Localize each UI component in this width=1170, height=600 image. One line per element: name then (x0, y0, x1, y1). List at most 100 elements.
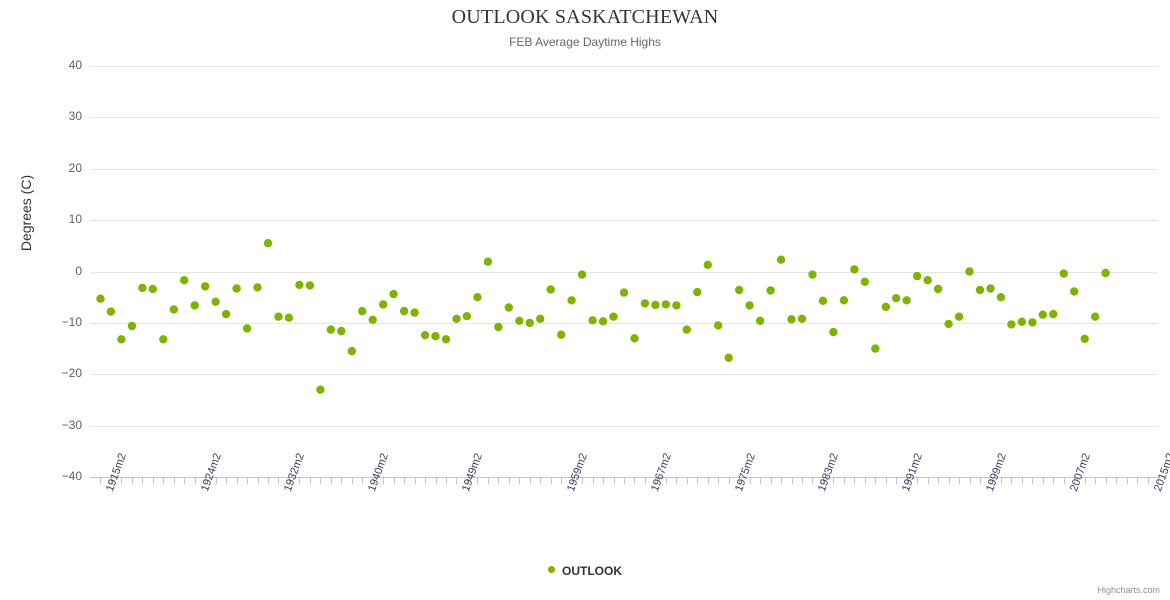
data-point[interactable] (619, 288, 629, 297)
data-point[interactable] (1069, 287, 1079, 296)
data-point[interactable] (494, 322, 503, 332)
data-point[interactable] (546, 285, 555, 294)
data-point[interactable] (829, 327, 838, 337)
data-point[interactable] (892, 294, 901, 303)
data-point[interactable] (808, 270, 817, 279)
data-point[interactable] (431, 332, 440, 341)
data-point[interactable] (1090, 312, 1100, 321)
data-point[interactable] (755, 316, 765, 325)
data-point[interactable] (651, 300, 660, 310)
data-point[interactable] (504, 303, 513, 312)
data-point[interactable] (965, 267, 974, 276)
data-point[interactable] (316, 385, 325, 394)
data-point[interactable] (1101, 268, 1110, 278)
data-point[interactable] (1049, 309, 1058, 319)
data-point[interactable] (525, 318, 535, 328)
data-point[interactable] (1007, 320, 1016, 329)
data-point[interactable] (588, 316, 597, 325)
data-point[interactable] (975, 285, 985, 295)
data-point[interactable] (661, 300, 671, 309)
data-point[interactable] (326, 325, 335, 334)
data-point[interactable] (714, 321, 723, 330)
legend-item-outlook[interactable]: OUTLOOK (548, 563, 622, 578)
data-point[interactable] (996, 293, 1006, 302)
data-point[interactable] (860, 277, 870, 286)
data-point[interactable] (724, 353, 733, 362)
data-point[interactable] (766, 286, 775, 295)
data-point[interactable] (190, 301, 199, 310)
data-point[interactable] (745, 301, 754, 310)
data-point[interactable] (305, 281, 315, 290)
data-point[interactable] (138, 283, 147, 293)
data-point[interactable] (399, 306, 409, 316)
data-point[interactable] (441, 335, 451, 344)
data-point[interactable] (274, 312, 283, 321)
data-point[interactable] (839, 296, 849, 305)
data-point[interactable] (913, 271, 922, 281)
data-point[interactable] (954, 312, 964, 321)
data-point[interactable] (881, 302, 891, 312)
data-point[interactable] (253, 283, 262, 292)
data-point[interactable] (242, 324, 252, 333)
data-point[interactable] (557, 330, 566, 339)
data-point[interactable] (148, 284, 157, 294)
data-point[interactable] (609, 312, 618, 321)
data-point[interactable] (452, 314, 461, 323)
data-point[interactable] (577, 270, 587, 279)
data-point[interactable] (232, 284, 241, 293)
data-point[interactable] (347, 346, 356, 356)
data-point[interactable] (797, 314, 807, 323)
data-point[interactable] (630, 334, 639, 343)
data-point[interactable] (96, 294, 105, 303)
data-point[interactable] (420, 331, 430, 340)
data-point[interactable] (944, 319, 953, 329)
data-point[interactable] (1028, 318, 1037, 327)
data-point[interactable] (200, 282, 210, 291)
data-point[interactable] (379, 300, 388, 309)
data-point[interactable] (515, 316, 524, 325)
data-point[interactable] (536, 314, 545, 323)
data-point[interactable] (483, 257, 493, 266)
data-point[interactable] (473, 293, 482, 302)
data-point[interactable] (462, 312, 472, 321)
data-point[interactable] (986, 284, 995, 293)
data-point[interactable] (410, 308, 419, 317)
data-point[interactable] (117, 335, 126, 344)
data-point[interactable] (221, 309, 231, 319)
data-point[interactable] (1017, 317, 1027, 326)
data-point[interactable] (923, 276, 932, 285)
data-point[interactable] (598, 317, 608, 326)
data-point[interactable] (933, 284, 943, 294)
data-point[interactable] (776, 255, 786, 264)
credits-link[interactable]: Highcharts.com (1097, 585, 1160, 595)
data-point[interactable] (672, 301, 681, 310)
data-point[interactable] (263, 238, 273, 248)
data-point[interactable] (368, 315, 377, 324)
data-point[interactable] (850, 265, 859, 274)
data-point[interactable] (640, 299, 650, 308)
data-point[interactable] (871, 344, 880, 353)
data-point[interactable] (179, 276, 189, 285)
data-point[interactable] (818, 296, 828, 305)
data-point[interactable] (127, 321, 137, 331)
data-point[interactable] (159, 335, 168, 344)
data-point[interactable] (1080, 334, 1089, 343)
data-point[interactable] (389, 289, 398, 299)
data-point[interactable] (703, 260, 713, 269)
y-axis-tick-label: 40 (68, 58, 82, 72)
data-point[interactable] (567, 296, 576, 305)
data-point[interactable] (787, 315, 796, 324)
data-point[interactable] (106, 307, 116, 316)
data-point[interactable] (735, 285, 744, 295)
data-point[interactable] (169, 305, 178, 314)
data-point[interactable] (682, 325, 692, 334)
data-point[interactable] (1059, 269, 1069, 278)
data-point[interactable] (902, 296, 911, 305)
data-point[interactable] (358, 306, 367, 316)
data-point[interactable] (693, 287, 702, 297)
data-point[interactable] (284, 313, 294, 322)
data-point[interactable] (337, 326, 346, 336)
data-point[interactable] (295, 280, 304, 290)
data-point[interactable] (211, 297, 220, 306)
data-point[interactable] (1038, 310, 1048, 319)
